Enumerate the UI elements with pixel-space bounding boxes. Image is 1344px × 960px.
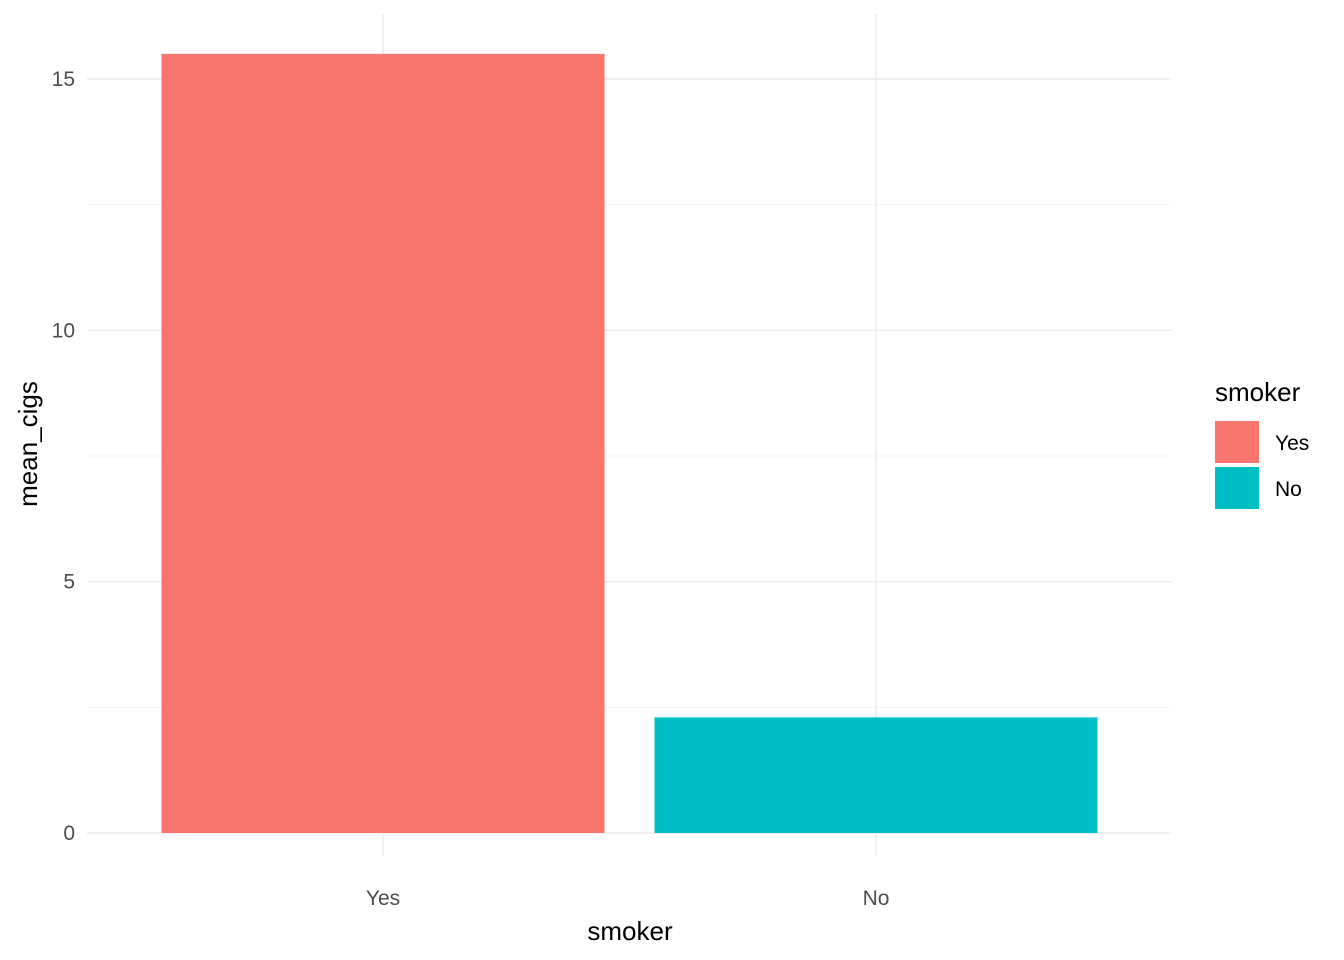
- y-tick-label: 15: [52, 68, 75, 91]
- legend: smoker Yes No: [1215, 377, 1309, 509]
- legend-entries: Yes No: [1215, 421, 1309, 509]
- y-tick-label: 5: [63, 571, 75, 594]
- x-tick-label: No: [863, 887, 890, 910]
- bar-yes: [161, 53, 605, 834]
- x-axis-ticks: Yes No: [366, 887, 890, 910]
- x-tick-label: Yes: [366, 887, 400, 910]
- y-axis-title: mean_cigs: [13, 381, 43, 507]
- legend-key-yes: [1215, 421, 1259, 463]
- legend-title: smoker: [1215, 377, 1301, 407]
- x-axis-title: smoker: [587, 916, 673, 946]
- legend-key-no: [1215, 467, 1259, 509]
- y-tick-label: 10: [52, 319, 75, 342]
- bar-layer: [161, 53, 1098, 834]
- y-axis-ticks: 0 5 10 15: [52, 68, 75, 845]
- legend-label-no: No: [1275, 478, 1302, 501]
- legend-label-yes: Yes: [1275, 432, 1309, 455]
- y-tick-label: 0: [63, 822, 75, 845]
- bar-no: [654, 717, 1098, 833]
